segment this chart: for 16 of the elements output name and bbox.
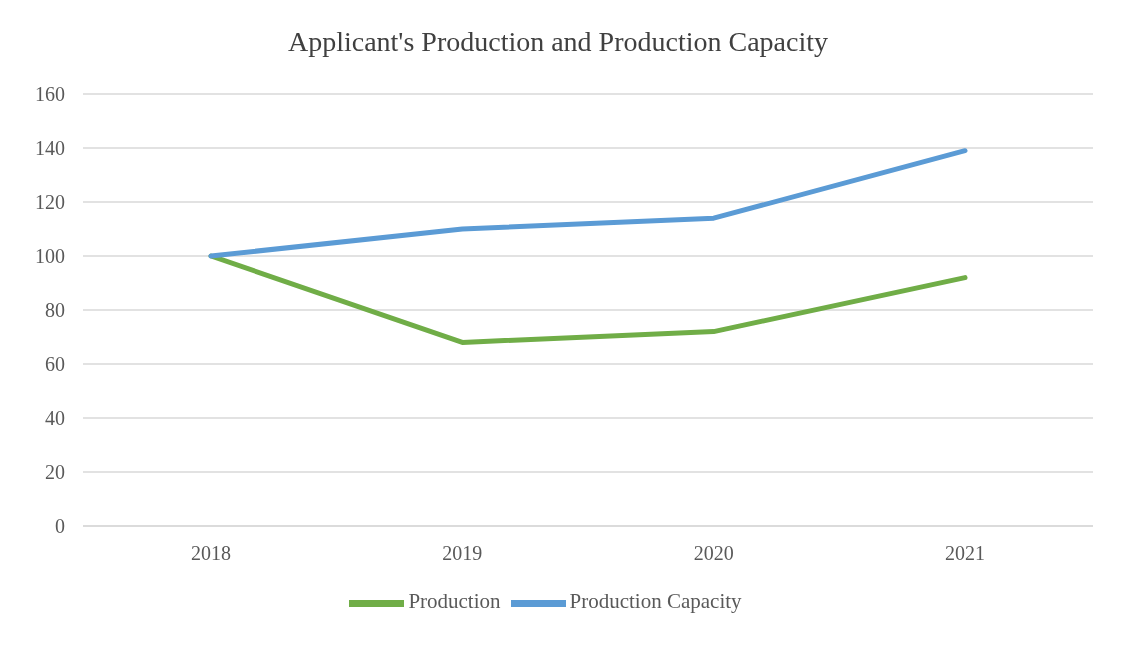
y-tick-label: 140 [35,137,65,160]
legend-label: Production [408,589,501,614]
legend-label: Production Capacity [569,589,742,614]
x-tick-label: 2018 [191,542,231,565]
y-tick-label: 80 [45,299,65,322]
x-tick-label: 2020 [693,542,734,565]
y-tick-label: 120 [35,191,65,214]
y-tick-label: 60 [45,353,65,376]
y-tick-label: 20 [45,461,65,484]
x-tick-label: 2019 [442,542,483,565]
y-tick-label: 100 [35,245,65,268]
y-tick-label: 160 [35,83,65,106]
chart-title: Applicant's Production and Production Capacity [286,26,830,59]
y-tick-label: 0 [55,515,65,538]
x-tick-label: 2021 [945,542,985,565]
y-tick-label: 40 [45,407,65,430]
